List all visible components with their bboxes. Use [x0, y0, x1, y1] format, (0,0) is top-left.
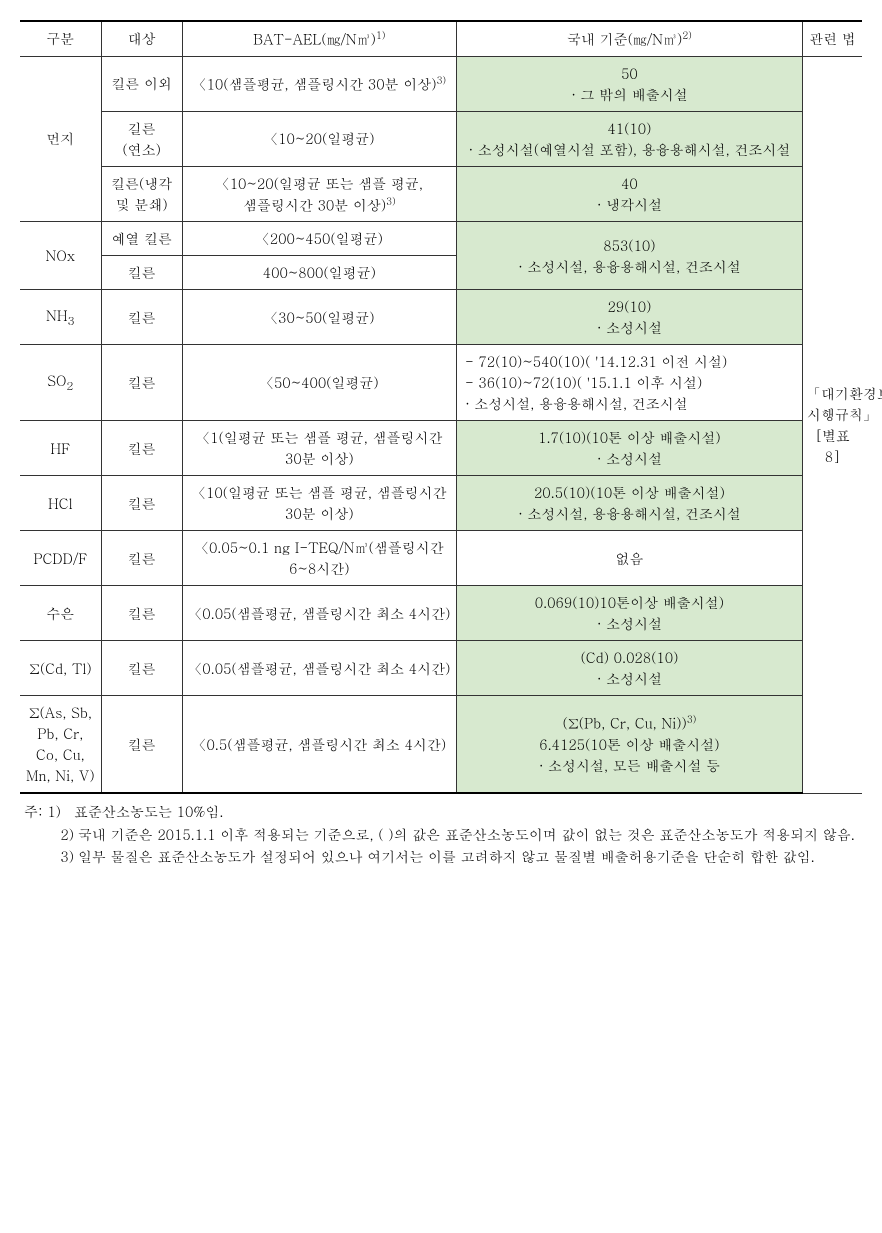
target-cell: 킬른 [101, 290, 182, 345]
table-row: NOx 예열 킬른 〈200~450(일평균) 853(10)· 소성시설, 용… [20, 222, 862, 256]
note-num-3: 3) [24, 845, 78, 867]
bat-cell: 〈30~50(일평균) [182, 290, 456, 345]
label-cdtl: Σ(Cd, Tl) [20, 641, 101, 696]
table-row: NH3 킬른 〈30~50(일평균) 29(10)· 소성시설 [20, 290, 862, 345]
label-nox: NOx [20, 222, 101, 290]
footnote-prefix: 주: 1) [24, 800, 74, 822]
footnote-text-1: 표준산소농도는 10%임. [74, 800, 862, 822]
domestic-cell: 없음 [456, 531, 802, 586]
domestic-cell: 1.7(10)(10톤 이상 배출시설)· 소성시설 [456, 421, 802, 476]
footnote-3: 3) 일부 물질은 표준산소농도가 설정되어 있으나 여기서는 이를 고려하지 … [24, 845, 862, 867]
bat-cell: 〈10~20(일평균 또는 샘플 평균, 샘플링시간 30분 이상)3) [182, 166, 456, 222]
domestic-cell: (Cd) 0.028(10)· 소성시설 [456, 641, 802, 696]
bat-cell: 〈50~400(일평균) [182, 345, 456, 421]
bat-cell: 〈10(일평균 또는 샘플 평균, 샘플링시간 30분 이상) [182, 476, 456, 531]
bat-cell: 〈0.05(샘플평균, 샘플링시간 최소 4시간) [182, 641, 456, 696]
domestic-cell: (Σ(Pb, Cr, Cu, Ni))3)6.4125(10톤 이상 배출시설)… [456, 696, 802, 794]
footnote-text-3: 일부 물질은 표준산소농도가 설정되어 있으나 여기서는 이를 고려하지 않고 … [78, 845, 862, 867]
bat-cell: 〈10(샘플평균, 샘플링시간 30분 이상)3) [182, 56, 456, 111]
table-row: 킬른(냉각 및 분쇄) 〈10~20(일평균 또는 샘플 평균, 샘플링시간 3… [20, 166, 862, 222]
header-row: 구분 대상 BAT-AEL(㎎/N㎥)1) 국내 기준(㎎/N㎥)2) 관련 법 [20, 21, 862, 56]
header-bat: BAT-AEL(㎎/N㎥)1) [182, 21, 456, 56]
footnotes: 주: 1) 표준산소농도는 10%임. 2) 국내 기준은 2015.1.1 이… [20, 800, 862, 867]
domestic-cell: 0.069(10)10톤이상 배출시설)· 소성시설 [456, 586, 802, 641]
header-law: 관련 법 [802, 21, 862, 56]
domestic-cell: 853(10)· 소성시설, 용융용해시설, 건조시설 [456, 222, 802, 290]
bat-cell: 〈1(일평균 또는 샘플 평균, 샘플링시간 30분 이상) [182, 421, 456, 476]
regulation-table: 구분 대상 BAT-AEL(㎎/N㎥)1) 국내 기준(㎎/N㎥)2) 관련 법… [20, 20, 862, 794]
table-row: Σ(Cd, Tl) 킬른 〈0.05(샘플평균, 샘플링시간 최소 4시간) (… [20, 641, 862, 696]
table-row: 먼지 킬른 이외 〈10(샘플평균, 샘플링시간 30분 이상)3) 50· 그… [20, 56, 862, 111]
target-cell: 킬른 [101, 586, 182, 641]
label-hcl: HCl [20, 476, 101, 531]
label-so2: SO2 [20, 345, 101, 421]
label-dust: 먼지 [20, 56, 101, 222]
target-cell: 킬른 [101, 421, 182, 476]
bat-cell: 〈200~450(일평균) [182, 222, 456, 256]
label-nh3: NH3 [20, 290, 101, 345]
header-gubun: 구분 [20, 21, 101, 56]
domestic-cell: 29(10)· 소성시설 [456, 290, 802, 345]
target-cell: 킬른 [101, 531, 182, 586]
bat-cell: 〈0.05~0.1 ng I-TEQ/N㎥(샘플링시간 6~8시간) [182, 531, 456, 586]
target-cell: 킬른 [101, 345, 182, 421]
target-cell: 킬른 [101, 641, 182, 696]
table-row: 길른(연소) 〈10~20(일평균) 41(10)· 소성시설(예열시설 포함)… [20, 111, 862, 166]
domestic-cell: 41(10)· 소성시설(예열시설 포함), 용융용해시설, 건조시설 [456, 111, 802, 166]
footnote-1: 주: 1) 표준산소농도는 10%임. [24, 800, 862, 822]
label-hg: 수은 [20, 586, 101, 641]
table-row: PCDD/F 킬른 〈0.05~0.1 ng I-TEQ/N㎥(샘플링시간 6~… [20, 531, 862, 586]
table-row: 수은 킬른 〈0.05(샘플평균, 샘플링시간 최소 4시간) 0.069(10… [20, 586, 862, 641]
table-row: Σ(As, Sb, Pb, Cr, Co, Cu, Mn, Ni, V) 킬른 … [20, 696, 862, 794]
table-row: SO2 킬른 〈50~400(일평균) - 72(10)~540(10)( '1… [20, 345, 862, 421]
domestic-cell: - 72(10)~540(10)( '14.12.31 이전 시설)- 36(1… [456, 345, 802, 421]
target-cell: 예열 킬른 [101, 222, 182, 256]
target-cell: 킬른 이외 [101, 56, 182, 111]
law-cell: 「대기환경보전법 시행규칙」 [별표 8] [802, 56, 862, 793]
note-prefix-text: 주: [24, 801, 43, 821]
domestic-cell: 50· 그 밖의 배출시설 [456, 56, 802, 111]
bat-cell: 〈0.5(샘플평균, 샘플링시간 최소 4시간) [182, 696, 456, 794]
bat-cell: 〈10~20(일평균) [182, 111, 456, 166]
footnote-text-2: 국내 기준은 2015.1.1 이후 적용되는 기준으로, ( )의 값은 표준… [78, 823, 862, 845]
target-cell: 킬른 [101, 256, 182, 290]
bat-cell: 400~800(일평균) [182, 256, 456, 290]
domestic-cell: 20.5(10)(10톤 이상 배출시설)· 소성시설, 용융용해시설, 건조시… [456, 476, 802, 531]
label-pcdd: PCDD/F [20, 531, 101, 586]
target-cell: 길른(연소) [101, 111, 182, 166]
domestic-cell: 40· 냉각시설 [456, 166, 802, 222]
bat-cell: 〈0.05(샘플평균, 샘플링시간 최소 4시간) [182, 586, 456, 641]
header-domestic: 국내 기준(㎎/N㎥)2) [456, 21, 802, 56]
target-cell: 킬른(냉각 및 분쇄) [101, 166, 182, 222]
table-row: HF 킬른 〈1(일평균 또는 샘플 평균, 샘플링시간 30분 이상) 1.7… [20, 421, 862, 476]
label-metals: Σ(As, Sb, Pb, Cr, Co, Cu, Mn, Ni, V) [20, 696, 101, 794]
page-wrapper: 구분 대상 BAT-AEL(㎎/N㎥)1) 국내 기준(㎎/N㎥)2) 관련 법… [20, 20, 862, 867]
footnote-2: 2) 국내 기준은 2015.1.1 이후 적용되는 기준으로, ( )의 값은… [24, 823, 862, 845]
header-target: 대상 [101, 21, 182, 56]
label-hf: HF [20, 421, 101, 476]
note-num-1: 1) [47, 801, 61, 821]
target-cell: 킬른 [101, 476, 182, 531]
target-cell: 킬른 [101, 696, 182, 794]
table-row: HCl 킬른 〈10(일평균 또는 샘플 평균, 샘플링시간 30분 이상) 2… [20, 476, 862, 531]
note-num-2: 2) [24, 823, 78, 845]
